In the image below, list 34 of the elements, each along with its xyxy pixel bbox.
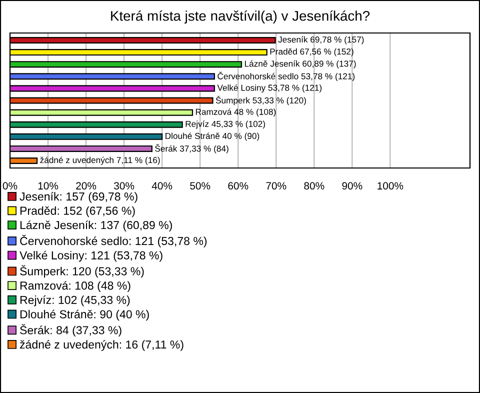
legend-label: Praděd: 152 (67,56 %) [20, 206, 135, 218]
x-tick-label: 40% [152, 182, 172, 190]
chart-title: Která místa jste navštívil(a) v Jeseníkách? [111, 10, 370, 24]
x-tick-label: 100% [378, 182, 404, 190]
legend-label: Velké Losiny: 121 (53,78 %) [20, 250, 162, 262]
x-tick-label: 90% [342, 182, 362, 190]
data-label: Šerák 37,33 % (84) [155, 144, 228, 154]
x-tick-label: 30% [114, 182, 134, 190]
x-tick-label: 70% [266, 182, 286, 190]
data-label: Velké Losiny 53,78 % (121) [217, 84, 322, 93]
legend-label: Rejvíz: 102 (45,33 %) [20, 295, 130, 306]
data-label: Lázně Jeseník 60,89 % (137) [244, 60, 356, 68]
data-label: Šumperk 53,33 % (120) [216, 96, 306, 106]
data-label: Rejvíz 45,33 % (102) [186, 120, 265, 129]
legend-label: Dlouhé Stráně: 90 (40 %) [20, 310, 149, 321]
legend-label: Jeseník: 157 (69,78 %) [20, 192, 138, 203]
x-tick-label: 0% [2, 182, 18, 190]
legend-label: Červenohorské sedlo: 121 (53,78 %) [20, 234, 207, 248]
x-tick-label: 50% [190, 182, 210, 190]
x-tick-label: 60% [228, 182, 248, 190]
legend-label: Lázně Jeseník: 137 (60,89 %) [20, 220, 172, 232]
x-tick-label: 80% [304, 182, 324, 190]
data-label: Dlouhé Stráně 40 % (90) [166, 132, 260, 141]
legend-label: žádné z uvedených: 16 (7,11 %) [20, 340, 184, 351]
data-label: Červenohorské sedlo 53,78 % (121) [218, 72, 355, 82]
legend-label: Šerák: 84 (37,33 %) [20, 324, 122, 337]
x-tick-label: 20% [76, 182, 96, 190]
x-tick-label: 10% [38, 182, 58, 190]
data-label: Jeseník 69,78 % (157) [278, 36, 364, 44]
data-label: Praděd 67,56 % (152) [270, 48, 354, 56]
data-label: Ramzová 48 % (108) [196, 108, 276, 117]
legend-label: Ramzová: 108 (48 %) [20, 281, 130, 292]
legend-label: Šumperk: 120 (53,33 %) [20, 265, 144, 278]
data-label: žádné z uvedených 7,11 % (16) [40, 156, 160, 165]
